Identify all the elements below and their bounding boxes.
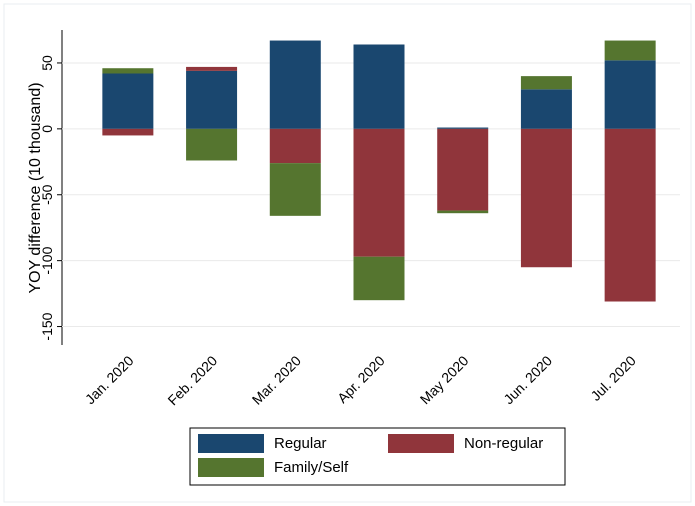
bar-segment [604, 40, 656, 61]
bar-segment [437, 127, 489, 129]
bar-segment [269, 163, 321, 216]
bar-segment [437, 128, 489, 211]
y-axis-title: YOY difference (10 thousand) [27, 82, 44, 293]
bar-segment [520, 89, 572, 129]
bar-segment [604, 128, 656, 302]
bar-segment [520, 76, 572, 90]
y-tick-label: -50 [39, 184, 55, 204]
legend-swatch [198, 458, 264, 477]
bar-segment [102, 73, 154, 129]
bar-segment [102, 128, 154, 136]
y-tick-label: 0 [39, 125, 55, 133]
bar-segment [353, 128, 405, 257]
bar-segment [186, 66, 238, 71]
bar-segment [520, 128, 572, 268]
bar-segment [604, 60, 656, 129]
bar-segment [437, 210, 489, 214]
bar-segment [269, 128, 321, 164]
legend-label: Non-regular [464, 435, 543, 452]
bar-segment [353, 44, 405, 129]
legend-swatch [198, 434, 264, 453]
y-tick-label: -100 [39, 246, 55, 274]
bar-segment [102, 68, 154, 74]
legend-swatch [388, 434, 454, 453]
bar-segment [269, 40, 321, 129]
bar-segment [353, 256, 405, 301]
legend-label: Regular [274, 435, 327, 452]
y-tick-label: -150 [39, 312, 55, 340]
bar-segment [186, 128, 238, 161]
legend-label: Family/Self [274, 459, 349, 476]
y-tick-label: 50 [39, 55, 55, 71]
bar-segment [186, 70, 238, 129]
